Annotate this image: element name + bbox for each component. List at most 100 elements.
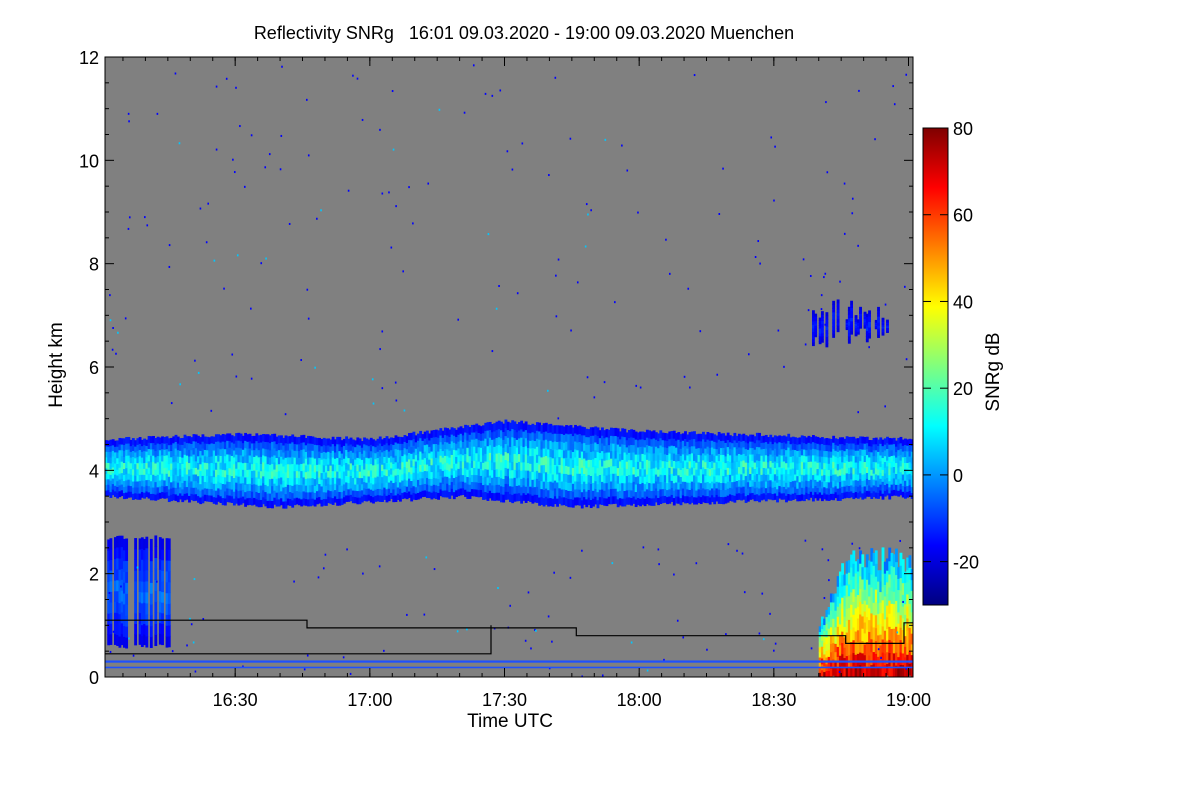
snr-cell	[237, 440, 241, 448]
snr-cell	[733, 460, 737, 469]
snr-cell	[874, 614, 878, 629]
snr-cell	[832, 480, 836, 488]
snr-cell	[834, 485, 838, 493]
snr-cell	[197, 455, 200, 463]
snr-cell	[888, 600, 892, 614]
speckle-pixel	[741, 552, 744, 555]
snr-cell	[841, 642, 845, 655]
snr-cell	[565, 441, 568, 450]
snr-cell	[702, 438, 705, 447]
snr-cell	[372, 445, 375, 453]
snr-cell	[349, 475, 353, 483]
snr-cell	[302, 497, 306, 506]
snr-cell	[863, 473, 867, 481]
snr-cell	[856, 665, 860, 677]
snr-cell	[158, 492, 162, 499]
speckle-pixel	[168, 244, 171, 247]
speckle-pixel	[554, 76, 557, 79]
speckle-pixel	[590, 209, 592, 212]
snr-cell	[603, 430, 607, 439]
snr-cell	[174, 474, 178, 482]
snr-cell	[823, 636, 827, 643]
snr-cell	[430, 492, 434, 500]
snr-cell	[852, 550, 856, 564]
snr-cell	[697, 488, 701, 497]
snr-cell	[592, 443, 595, 452]
snr-cell	[569, 482, 573, 491]
snr-cell	[780, 473, 784, 481]
snr-cell	[607, 496, 611, 505]
snr-cell	[464, 424, 467, 433]
snr-cell	[859, 466, 862, 474]
snr-cell	[879, 612, 883, 625]
snr-cell	[504, 467, 508, 476]
snr-cell	[203, 481, 207, 489]
snr-cell	[841, 486, 845, 493]
snr-cell	[327, 476, 331, 484]
snr-cell	[360, 459, 364, 466]
snr-cell	[551, 433, 555, 443]
snr-cell	[645, 459, 649, 468]
snr-cell	[291, 448, 295, 457]
snr-cell	[643, 476, 647, 485]
snr-cell	[601, 450, 604, 459]
snr-cell	[776, 455, 779, 464]
snr-cell	[147, 442, 151, 450]
snr-cell	[574, 480, 577, 490]
snr-cell	[329, 471, 333, 479]
snr-cell	[868, 315, 871, 320]
snr-cell	[715, 461, 719, 469]
speckle-pixel	[317, 576, 320, 579]
snr-cell	[172, 487, 176, 495]
snr-cell	[863, 467, 867, 475]
snr-cell	[392, 495, 396, 503]
snr-cell	[122, 486, 126, 494]
snr-cell	[764, 461, 768, 469]
snr-cell	[890, 565, 894, 579]
snr-cell	[879, 478, 883, 485]
snr-cell	[565, 449, 568, 458]
snr-cell	[760, 436, 764, 444]
speckle-pixel	[509, 604, 511, 607]
snr-cell	[796, 469, 800, 477]
snr-cell	[823, 456, 827, 464]
snr-cell	[183, 467, 187, 475]
snr-cell	[338, 498, 342, 506]
speckle-pixel	[521, 142, 524, 145]
speckle-pixel	[484, 92, 487, 95]
snr-cell	[529, 470, 533, 480]
snr-cell	[356, 477, 360, 485]
snr-cell	[845, 321, 849, 323]
snr-cell	[145, 580, 149, 593]
snr-cell	[688, 489, 692, 498]
snr-cell	[634, 468, 638, 478]
snr-cell	[327, 489, 331, 497]
snr-cell	[421, 434, 425, 441]
snr-cell	[248, 483, 252, 491]
snr-cell	[834, 467, 838, 475]
snr-cell	[450, 440, 454, 449]
snr-cell	[883, 595, 887, 608]
snr-cell	[596, 443, 600, 453]
snr-cell	[854, 438, 858, 445]
snr-cell	[901, 491, 905, 498]
snr-cell	[365, 463, 369, 471]
snr-cell	[383, 456, 387, 464]
snr-cell	[832, 454, 836, 462]
snr-cell	[122, 603, 126, 616]
snr-cell	[623, 428, 627, 438]
snr-cell	[623, 467, 627, 476]
snr-cell	[697, 447, 701, 455]
snr-cell	[598, 444, 602, 453]
snr-cell	[834, 668, 838, 677]
snr-cell	[675, 481, 678, 490]
snr-cell	[437, 492, 441, 500]
snr-cell	[645, 451, 649, 460]
snr-cell	[127, 485, 131, 492]
snr-cell	[387, 438, 391, 446]
y-tick-label: 6	[89, 358, 99, 378]
snr-cell	[506, 475, 510, 485]
snr-cell	[755, 439, 759, 447]
snr-cell	[796, 456, 800, 464]
snr-cell	[387, 488, 391, 495]
